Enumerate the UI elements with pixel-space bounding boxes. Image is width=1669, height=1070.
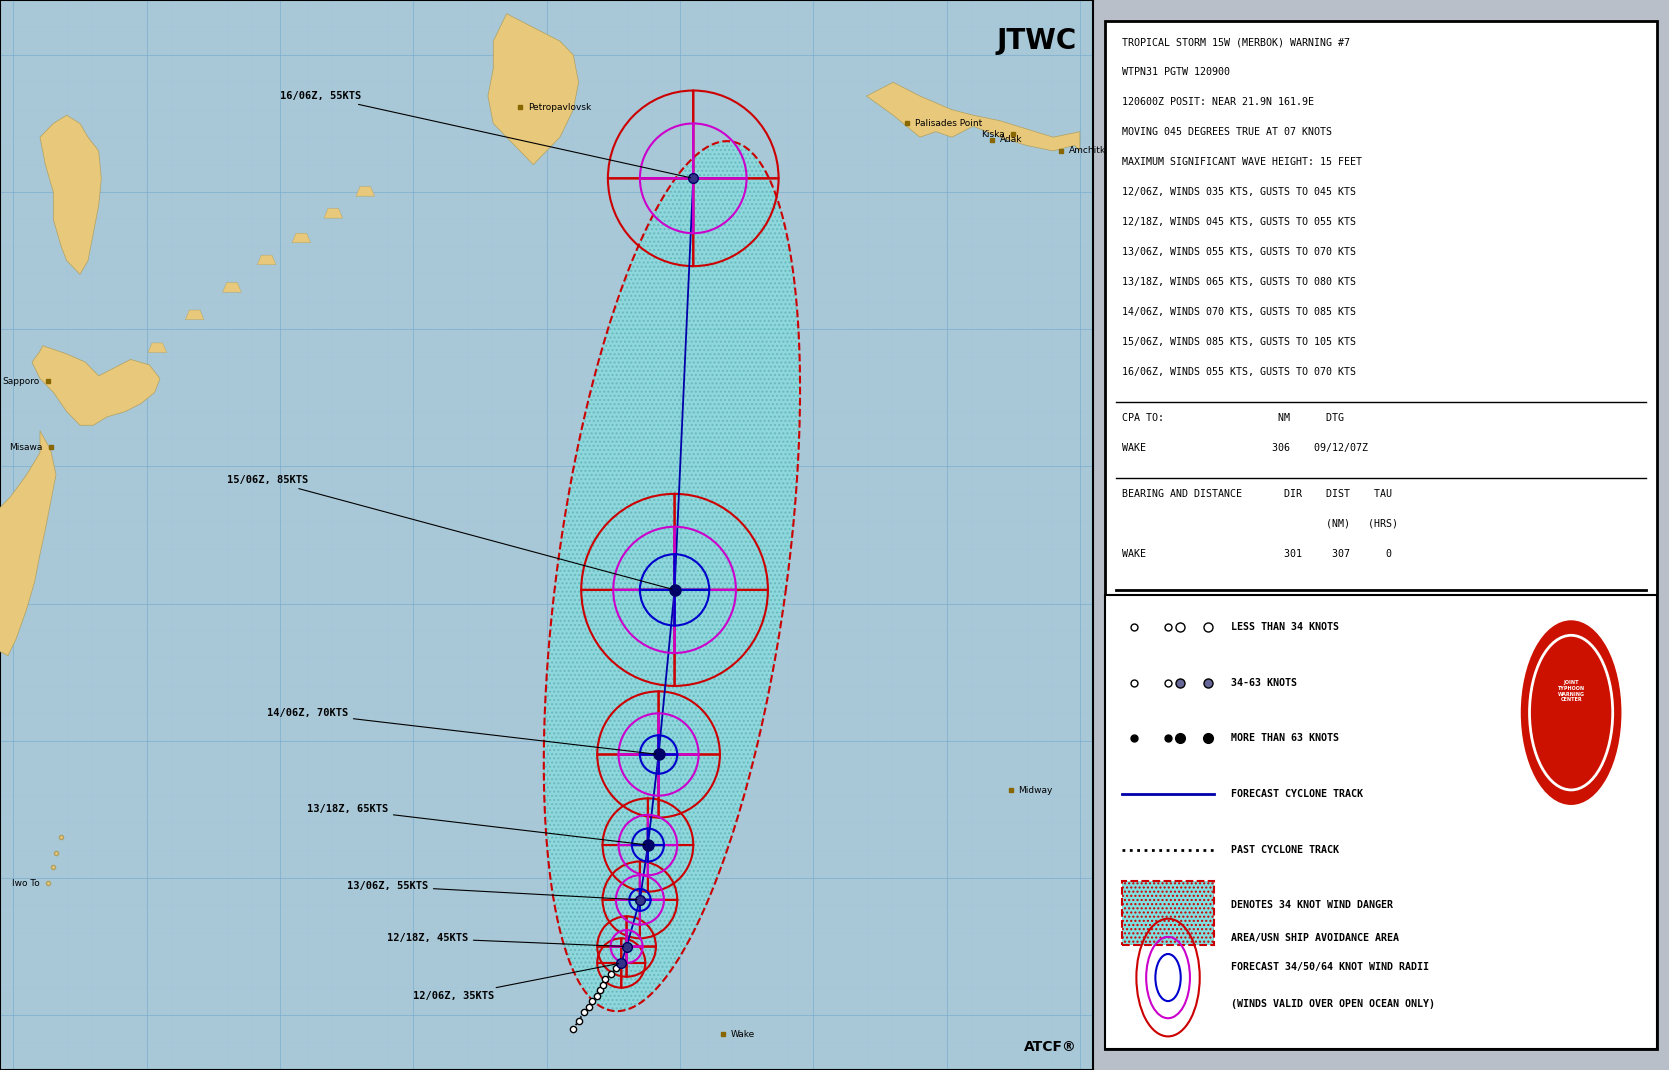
Text: CPA TO:                   NM      DTG: CPA TO: NM DTG bbox=[1122, 413, 1344, 423]
Text: 16/06Z, 55KTS: 16/06Z, 55KTS bbox=[280, 91, 691, 178]
Text: LESS THAN 34 KNOTS: LESS THAN 34 KNOTS bbox=[1232, 622, 1340, 632]
Text: 13/06Z, WINDS 055 KTS, GUSTS TO 070 KTS: 13/06Z, WINDS 055 KTS, GUSTS TO 070 KTS bbox=[1122, 247, 1355, 257]
Text: 34-63 KNOTS: 34-63 KNOTS bbox=[1232, 677, 1297, 688]
Text: Adak: Adak bbox=[1000, 136, 1023, 144]
Text: Misawa: Misawa bbox=[10, 443, 43, 452]
FancyBboxPatch shape bbox=[1122, 881, 1213, 945]
Polygon shape bbox=[324, 209, 342, 218]
Text: 12/18Z, 45KTS: 12/18Z, 45KTS bbox=[387, 933, 624, 947]
Text: 120600Z POSIT: NEAR 21.9N 161.9E: 120600Z POSIT: NEAR 21.9N 161.9E bbox=[1122, 97, 1314, 107]
Polygon shape bbox=[292, 233, 310, 243]
Text: 13/18Z, WINDS 065 KTS, GUSTS TO 080 KTS: 13/18Z, WINDS 065 KTS, GUSTS TO 080 KTS bbox=[1122, 277, 1355, 287]
Text: WAKE                     306    09/12/07Z: WAKE 306 09/12/07Z bbox=[1122, 443, 1369, 453]
Text: BEARING AND DISTANCE       DIR    DIST    TAU: BEARING AND DISTANCE DIR DIST TAU bbox=[1122, 489, 1392, 499]
Polygon shape bbox=[866, 82, 1080, 151]
Text: 14/06Z, WINDS 070 KTS, GUSTS TO 085 KTS: 14/06Z, WINDS 070 KTS, GUSTS TO 085 KTS bbox=[1122, 307, 1355, 317]
Text: JTWC: JTWC bbox=[996, 27, 1077, 55]
Polygon shape bbox=[222, 282, 242, 292]
Polygon shape bbox=[0, 431, 57, 656]
Text: Palisades Point: Palisades Point bbox=[915, 119, 981, 128]
Text: 13/18Z, 65KTS: 13/18Z, 65KTS bbox=[307, 805, 646, 844]
Text: ATCF®: ATCF® bbox=[1025, 1040, 1077, 1054]
FancyBboxPatch shape bbox=[1105, 595, 1657, 1049]
Text: 15/06Z, WINDS 085 KTS, GUSTS TO 105 KTS: 15/06Z, WINDS 085 KTS, GUSTS TO 105 KTS bbox=[1122, 337, 1355, 347]
Text: Amchitka: Amchitka bbox=[1070, 147, 1112, 155]
Text: Kiska: Kiska bbox=[981, 129, 1005, 139]
Polygon shape bbox=[544, 141, 799, 1011]
Text: FORECAST CYCLONE TRACK: FORECAST CYCLONE TRACK bbox=[1232, 789, 1364, 799]
Polygon shape bbox=[355, 186, 374, 196]
Text: Petropavlovsk: Petropavlovsk bbox=[527, 103, 591, 111]
Text: Wake: Wake bbox=[731, 1029, 754, 1039]
Text: 14/06Z, 70KTS: 14/06Z, 70KTS bbox=[267, 708, 656, 754]
Polygon shape bbox=[40, 116, 102, 274]
Text: Midway: Midway bbox=[1018, 785, 1053, 795]
Circle shape bbox=[1529, 636, 1612, 790]
Text: FORECAST 34/50/64 KNOT WIND RADII: FORECAST 34/50/64 KNOT WIND RADII bbox=[1232, 962, 1429, 972]
Text: DENOTES 34 KNOT WIND DANGER: DENOTES 34 KNOT WIND DANGER bbox=[1232, 901, 1394, 911]
Text: Iwo To: Iwo To bbox=[12, 878, 40, 888]
Text: WAKE                       301     307      0: WAKE 301 307 0 bbox=[1122, 549, 1392, 559]
Text: AREA/USN SHIP AVOIDANCE AREA: AREA/USN SHIP AVOIDANCE AREA bbox=[1232, 933, 1399, 943]
Circle shape bbox=[1522, 622, 1621, 804]
Text: 12/06Z, 35KTS: 12/06Z, 35KTS bbox=[414, 964, 619, 1000]
Text: 12/06Z, WINDS 035 KTS, GUSTS TO 045 KTS: 12/06Z, WINDS 035 KTS, GUSTS TO 045 KTS bbox=[1122, 187, 1355, 197]
Text: (NM)   (HRS): (NM) (HRS) bbox=[1122, 519, 1399, 529]
Text: 12/18Z, WINDS 045 KTS, GUSTS TO 055 KTS: 12/18Z, WINDS 045 KTS, GUSTS TO 055 KTS bbox=[1122, 217, 1355, 227]
Text: MORE THAN 63 KNOTS: MORE THAN 63 KNOTS bbox=[1232, 733, 1340, 744]
Polygon shape bbox=[185, 310, 204, 320]
Polygon shape bbox=[487, 14, 579, 165]
Text: 13/06Z, 55KTS: 13/06Z, 55KTS bbox=[347, 882, 638, 900]
Text: JOINT
TYPHOON
WARNING
CENTER: JOINT TYPHOON WARNING CENTER bbox=[1557, 681, 1584, 702]
Text: MOVING 045 DEGREES TRUE AT 07 KNOTS: MOVING 045 DEGREES TRUE AT 07 KNOTS bbox=[1122, 127, 1332, 137]
Text: PAST CYCLONE TRACK: PAST CYCLONE TRACK bbox=[1232, 844, 1340, 855]
FancyBboxPatch shape bbox=[1105, 21, 1657, 1049]
Text: MAXIMUM SIGNIFICANT WAVE HEIGHT: 15 FEET: MAXIMUM SIGNIFICANT WAVE HEIGHT: 15 FEET bbox=[1122, 157, 1362, 167]
Text: 15/06Z, 85KTS: 15/06Z, 85KTS bbox=[227, 475, 673, 590]
Text: TROPICAL STORM 15W (MERBOK) WARNING #7: TROPICAL STORM 15W (MERBOK) WARNING #7 bbox=[1122, 37, 1350, 47]
Text: WTPN31 PGTW 120900: WTPN31 PGTW 120900 bbox=[1122, 67, 1230, 77]
Text: 16/06Z, WINDS 055 KTS, GUSTS TO 070 KTS: 16/06Z, WINDS 055 KTS, GUSTS TO 070 KTS bbox=[1122, 367, 1355, 377]
Polygon shape bbox=[149, 343, 167, 352]
Text: (WINDS VALID OVER OPEN OCEAN ONLY): (WINDS VALID OVER OPEN OCEAN ONLY) bbox=[1232, 999, 1435, 1009]
Polygon shape bbox=[257, 255, 275, 264]
Text: Sapporo: Sapporo bbox=[3, 377, 40, 386]
Polygon shape bbox=[32, 346, 160, 425]
